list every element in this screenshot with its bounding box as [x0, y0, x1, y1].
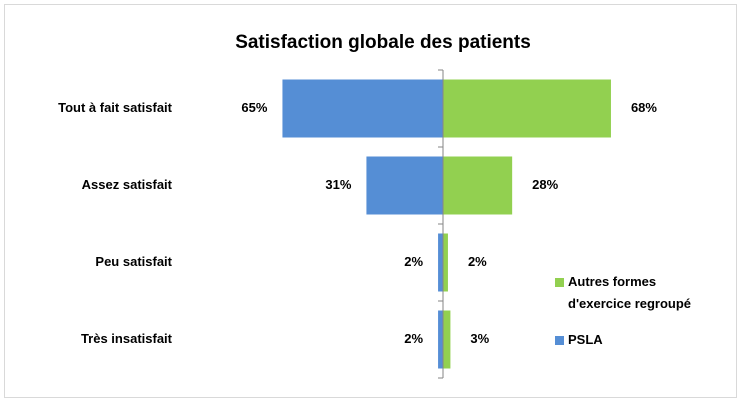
- category-label: Peu satisfait: [95, 254, 172, 269]
- category-label: Très insatisfait: [81, 331, 173, 346]
- bar: [443, 156, 513, 215]
- value-label: 65%: [241, 100, 267, 115]
- legend-item: Autres formes d'exercice regroupé: [555, 271, 715, 315]
- legend-swatch: [555, 278, 564, 287]
- bar: [443, 310, 451, 369]
- bar: [438, 233, 443, 292]
- value-label: 68%: [631, 100, 657, 115]
- value-label: 31%: [325, 177, 351, 192]
- value-label: 3%: [470, 331, 489, 346]
- value-label: 28%: [532, 177, 558, 192]
- legend-label: Autres formes d'exercice regroupé: [568, 274, 692, 311]
- bar: [282, 79, 443, 138]
- value-label: 2%: [404, 254, 423, 269]
- value-label: 2%: [404, 331, 423, 346]
- legend-label: PSLA: [568, 332, 603, 347]
- chart-border: [4, 4, 737, 398]
- chart-title: Satisfaction globale des patients: [235, 32, 531, 53]
- value-label: 2%: [468, 254, 487, 269]
- bar: [366, 156, 443, 215]
- bar: [443, 79, 611, 138]
- legend-swatch: [555, 336, 564, 345]
- bar: [438, 310, 443, 369]
- category-label: Tout à fait satisfait: [58, 100, 173, 115]
- category-label: Assez satisfait: [82, 177, 173, 192]
- legend-item: PSLA: [555, 329, 715, 351]
- bar: [443, 233, 448, 292]
